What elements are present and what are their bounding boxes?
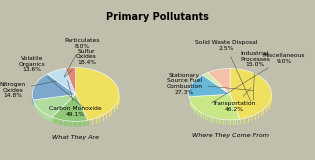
Polygon shape <box>76 68 119 120</box>
Polygon shape <box>230 68 272 119</box>
Text: What They Are: What They Are <box>52 135 99 140</box>
Text: Sulfur
Oxides
18.4%: Sulfur Oxides 18.4% <box>64 48 97 77</box>
Text: Where They Come From: Where They Come From <box>192 133 269 138</box>
Polygon shape <box>52 95 88 121</box>
Polygon shape <box>189 94 240 120</box>
Text: Nitrogen
Oxides
14.8%: Nitrogen Oxides 14.8% <box>0 81 56 98</box>
Text: Solid Waste Disposal
2.5%: Solid Waste Disposal 2.5% <box>195 40 257 101</box>
Polygon shape <box>208 68 230 94</box>
Text: Primary Pollutants: Primary Pollutants <box>106 12 209 22</box>
Text: Particulates
8.0%: Particulates 8.0% <box>64 38 100 76</box>
Text: Carbon Monoxide
49.1%: Carbon Monoxide 49.1% <box>49 81 102 117</box>
Text: Volatile
Organics
13.6%: Volatile Organics 13.6% <box>19 56 85 109</box>
Polygon shape <box>48 68 76 95</box>
Text: Industrial
Processes
15.0%: Industrial Processes 15.0% <box>240 51 270 100</box>
Text: Stationary
Source Fuel
Combustion
27.3%: Stationary Source Fuel Combustion 27.3% <box>167 73 254 95</box>
Text: Miscellaneous
9.0%: Miscellaneous 9.0% <box>211 53 305 103</box>
Polygon shape <box>189 75 230 97</box>
Polygon shape <box>33 95 76 117</box>
Polygon shape <box>203 72 230 94</box>
Polygon shape <box>66 68 76 95</box>
Polygon shape <box>32 74 76 100</box>
Text: Transportation
46.2%: Transportation 46.2% <box>213 88 256 112</box>
